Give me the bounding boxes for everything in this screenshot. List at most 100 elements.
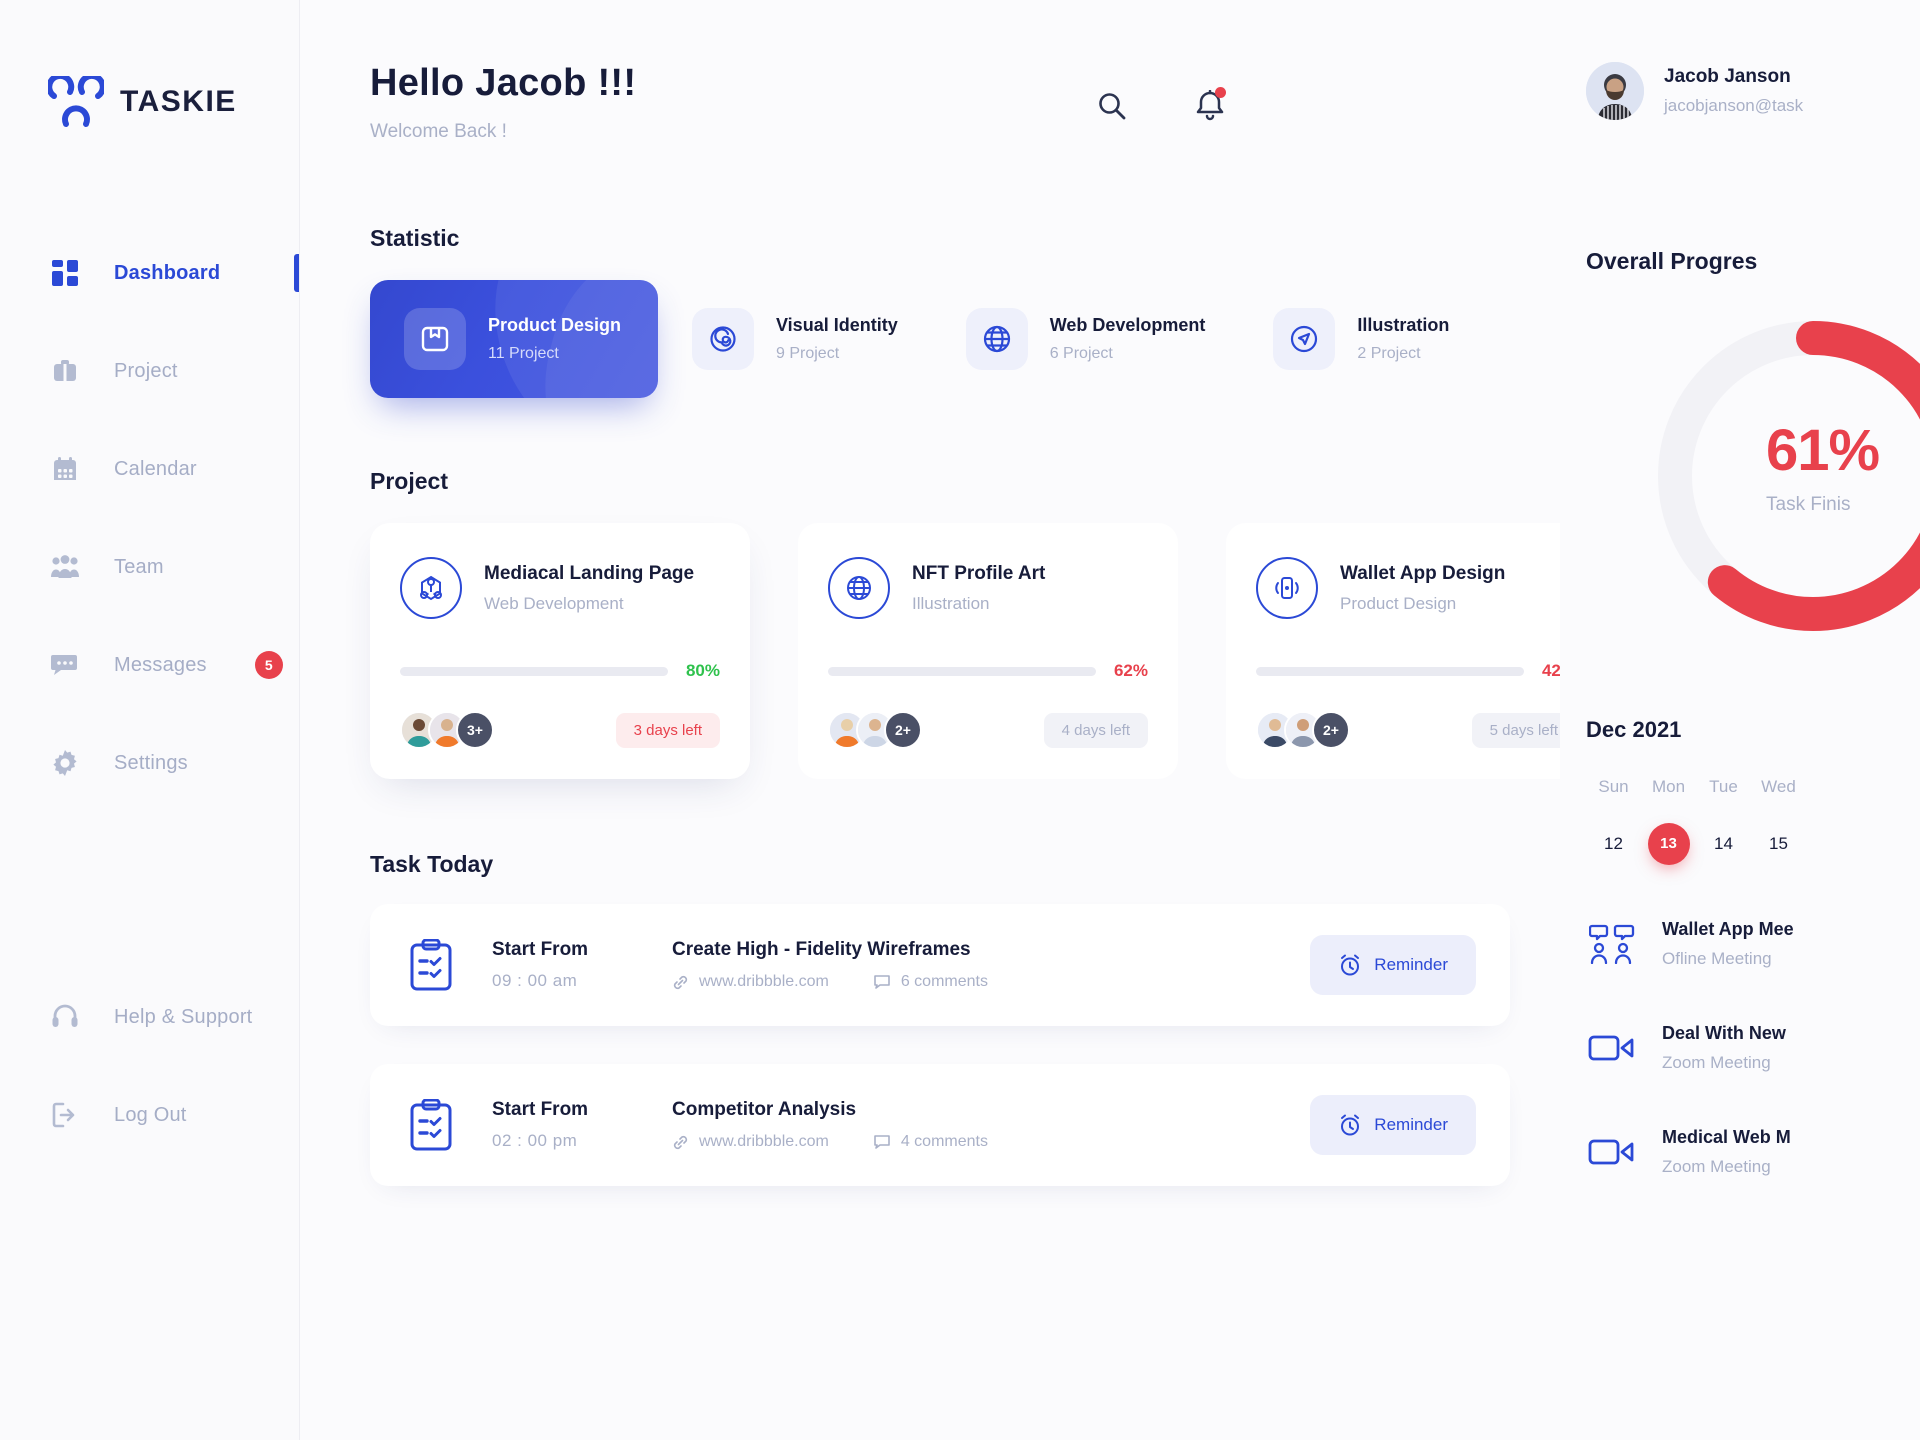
sidebar-item-label: Settings bbox=[114, 751, 188, 774]
sidebar-item-label: Team bbox=[114, 555, 164, 578]
calendar-dow: Wed bbox=[1761, 777, 1796, 796]
sidebar-item-settings[interactable]: Settings bbox=[0, 732, 299, 794]
overall-progress-title: Overall Progres bbox=[1586, 248, 1758, 274]
two-people-chat-icon bbox=[1586, 924, 1638, 964]
avatar-more-count: 2+ bbox=[884, 711, 922, 749]
overall-progress-ring: 61% Task Finis bbox=[1578, 301, 1920, 651]
calendar-day-cell[interactable]: Wed 15 bbox=[1751, 777, 1806, 865]
member-avatars[interactable]: 3+ bbox=[400, 711, 494, 749]
sidebar-item-project[interactable]: Project bbox=[0, 340, 299, 402]
brand-logo[interactable]: TASKIE bbox=[0, 62, 299, 142]
deadline-badge: 5 days left bbox=[1471, 712, 1576, 748]
progress-track bbox=[1256, 666, 1524, 676]
progress-percent: 80% bbox=[685, 661, 720, 680]
task-row[interactable]: Start From 02 : 00 pm Competitor Analysi… bbox=[370, 1064, 1510, 1186]
overall-progress-percent: 61% bbox=[1766, 418, 1880, 483]
event-item[interactable]: Medical Web M Zoom Meeting bbox=[1586, 1127, 1920, 1177]
bell-icon[interactable] bbox=[1190, 86, 1230, 126]
event-subtitle: Ofline Meeting bbox=[1662, 949, 1772, 968]
event-title: Medical Web M bbox=[1662, 1127, 1791, 1147]
event-item[interactable]: Wallet App Mee Ofline Meeting bbox=[1586, 919, 1920, 969]
reminder-button[interactable]: Reminder bbox=[1310, 1095, 1476, 1155]
task-start-label: Start From bbox=[492, 939, 589, 960]
statistic-section: Statistic Product Design 11 Project bbox=[300, 225, 1560, 398]
headset-icon bbox=[50, 1002, 80, 1032]
task-row[interactable]: Start From 09 : 00 am Create High - Fide… bbox=[370, 904, 1510, 1026]
user-profile[interactable]: Jacob Janson jacobjanson@task bbox=[1560, 62, 1920, 120]
calendar-day-cell[interactable]: Tue 14 bbox=[1696, 777, 1751, 865]
event-subtitle: Zoom Meeting bbox=[1662, 1157, 1771, 1176]
project-category: Illustration bbox=[912, 593, 990, 613]
people-icon bbox=[50, 552, 80, 582]
project-progress: 80% bbox=[400, 661, 720, 681]
calendar-day-cell[interactable]: Sun 12 bbox=[1586, 777, 1641, 865]
sidebar-item-messages[interactable]: Messages 5 bbox=[0, 634, 299, 696]
search-icon[interactable] bbox=[1092, 86, 1132, 126]
stat-card-name: Visual Identity bbox=[776, 315, 898, 335]
sidebar-item-team[interactable]: Team bbox=[0, 536, 299, 598]
avatar bbox=[1586, 62, 1644, 120]
sidebar-item-calendar[interactable]: Calendar bbox=[0, 438, 299, 500]
project-progress: 42% bbox=[1256, 661, 1576, 681]
video-camera-icon bbox=[1586, 1136, 1638, 1168]
calendar-dow: Tue bbox=[1709, 777, 1738, 796]
project-card[interactable]: Mediacal Landing Page Web Development 80… bbox=[370, 523, 750, 779]
active-indicator bbox=[294, 254, 299, 292]
task-link[interactable]: www.dribbble.com bbox=[672, 1133, 829, 1151]
avatar-more-count: 3+ bbox=[456, 711, 494, 749]
link-icon bbox=[673, 975, 688, 989]
overall-progress-label: Task Finis bbox=[1766, 494, 1851, 515]
project-section: Project bbox=[300, 468, 1606, 779]
stat-card-count: 2 Project bbox=[1357, 345, 1421, 362]
reminder-button[interactable]: Reminder bbox=[1310, 935, 1476, 995]
member-avatars[interactable]: 2+ bbox=[1256, 711, 1350, 749]
pen-compass-icon bbox=[1273, 308, 1336, 370]
event-item[interactable]: Deal With New Zoom Meeting bbox=[1586, 1023, 1920, 1073]
calendar-week: Sun 12 Mon 13 Tue 14 Wed 15 bbox=[1560, 777, 1920, 865]
reminder-button-label: Reminder bbox=[1374, 955, 1448, 974]
task-comments[interactable]: 4 comments bbox=[873, 1133, 988, 1151]
sidebar-item-label: Messages bbox=[114, 653, 207, 676]
calendar-date: 14 bbox=[1714, 834, 1733, 853]
sidebar-item-help-support[interactable]: Help & Support bbox=[0, 986, 299, 1048]
deadline-badge: 4 days left bbox=[1043, 712, 1148, 748]
event-list: Wallet App Mee Ofline Meeting Deal With … bbox=[1560, 919, 1920, 1177]
stat-card-web-development[interactable]: Web Development 6 Project bbox=[932, 280, 1240, 398]
video-camera-icon bbox=[1586, 1032, 1638, 1064]
stat-card-visual-identity[interactable]: Visual Identity 9 Project bbox=[658, 280, 932, 398]
calendar-dow: Sun bbox=[1598, 777, 1629, 796]
task-comments-label: 6 comments bbox=[900, 973, 988, 990]
reminder-button-label: Reminder bbox=[1374, 1115, 1448, 1134]
right-panel: Jacob Janson jacobjanson@task Overall Pr… bbox=[1560, 0, 1920, 1440]
project-progress: 62% bbox=[828, 661, 1148, 681]
stat-card-illustration[interactable]: Illustration 2 Project bbox=[1239, 280, 1483, 398]
sidebar-item-logout[interactable]: Log Out bbox=[0, 1084, 299, 1146]
task-today-section: Task Today Start From 09 : 00 am bbox=[300, 851, 1560, 1186]
alarm-clock-icon bbox=[1341, 1114, 1360, 1136]
project-card-row: Mediacal Landing Page Web Development 80… bbox=[300, 523, 1606, 779]
chat-icon bbox=[50, 650, 80, 680]
mobile-signal-icon bbox=[1256, 557, 1318, 619]
member-avatars[interactable]: 2+ bbox=[828, 711, 922, 749]
clipboard-check-icon bbox=[404, 1099, 458, 1151]
task-link[interactable]: www.dribbble.com bbox=[672, 973, 829, 991]
event-title: Deal With New bbox=[1662, 1023, 1786, 1043]
task-today-title: Task Today bbox=[370, 851, 494, 877]
sidebar-item-label: Help & Support bbox=[114, 1005, 253, 1028]
spiral-icon bbox=[692, 308, 754, 370]
briefcase-icon bbox=[50, 356, 80, 386]
task-time: 02 : 00 pm bbox=[492, 1131, 578, 1150]
messages-badge: 5 bbox=[254, 651, 283, 679]
calendar-day-cell[interactable]: Mon 13 bbox=[1641, 777, 1696, 865]
sidebar-item-label: Dashboard bbox=[114, 261, 221, 284]
statistic-title: Statistic bbox=[370, 225, 460, 251]
task-comments[interactable]: 6 comments bbox=[873, 973, 988, 991]
project-card[interactable]: Wallet App Design Product Design 42% bbox=[1226, 523, 1606, 779]
sidebar-item-dashboard[interactable]: Dashboard bbox=[0, 242, 299, 304]
stat-card-product-design[interactable]: Product Design 11 Project bbox=[370, 280, 658, 398]
event-title: Wallet App Mee bbox=[1662, 919, 1794, 939]
project-card[interactable]: NFT Profile Art Illustration 62% bbox=[798, 523, 1178, 779]
task-list: Start From 09 : 00 am Create High - Fide… bbox=[300, 904, 1560, 1186]
page-header: Hello Jacob !!! Welcome Back ! bbox=[300, 0, 1560, 143]
task-comments-label: 4 comments bbox=[900, 1133, 988, 1150]
